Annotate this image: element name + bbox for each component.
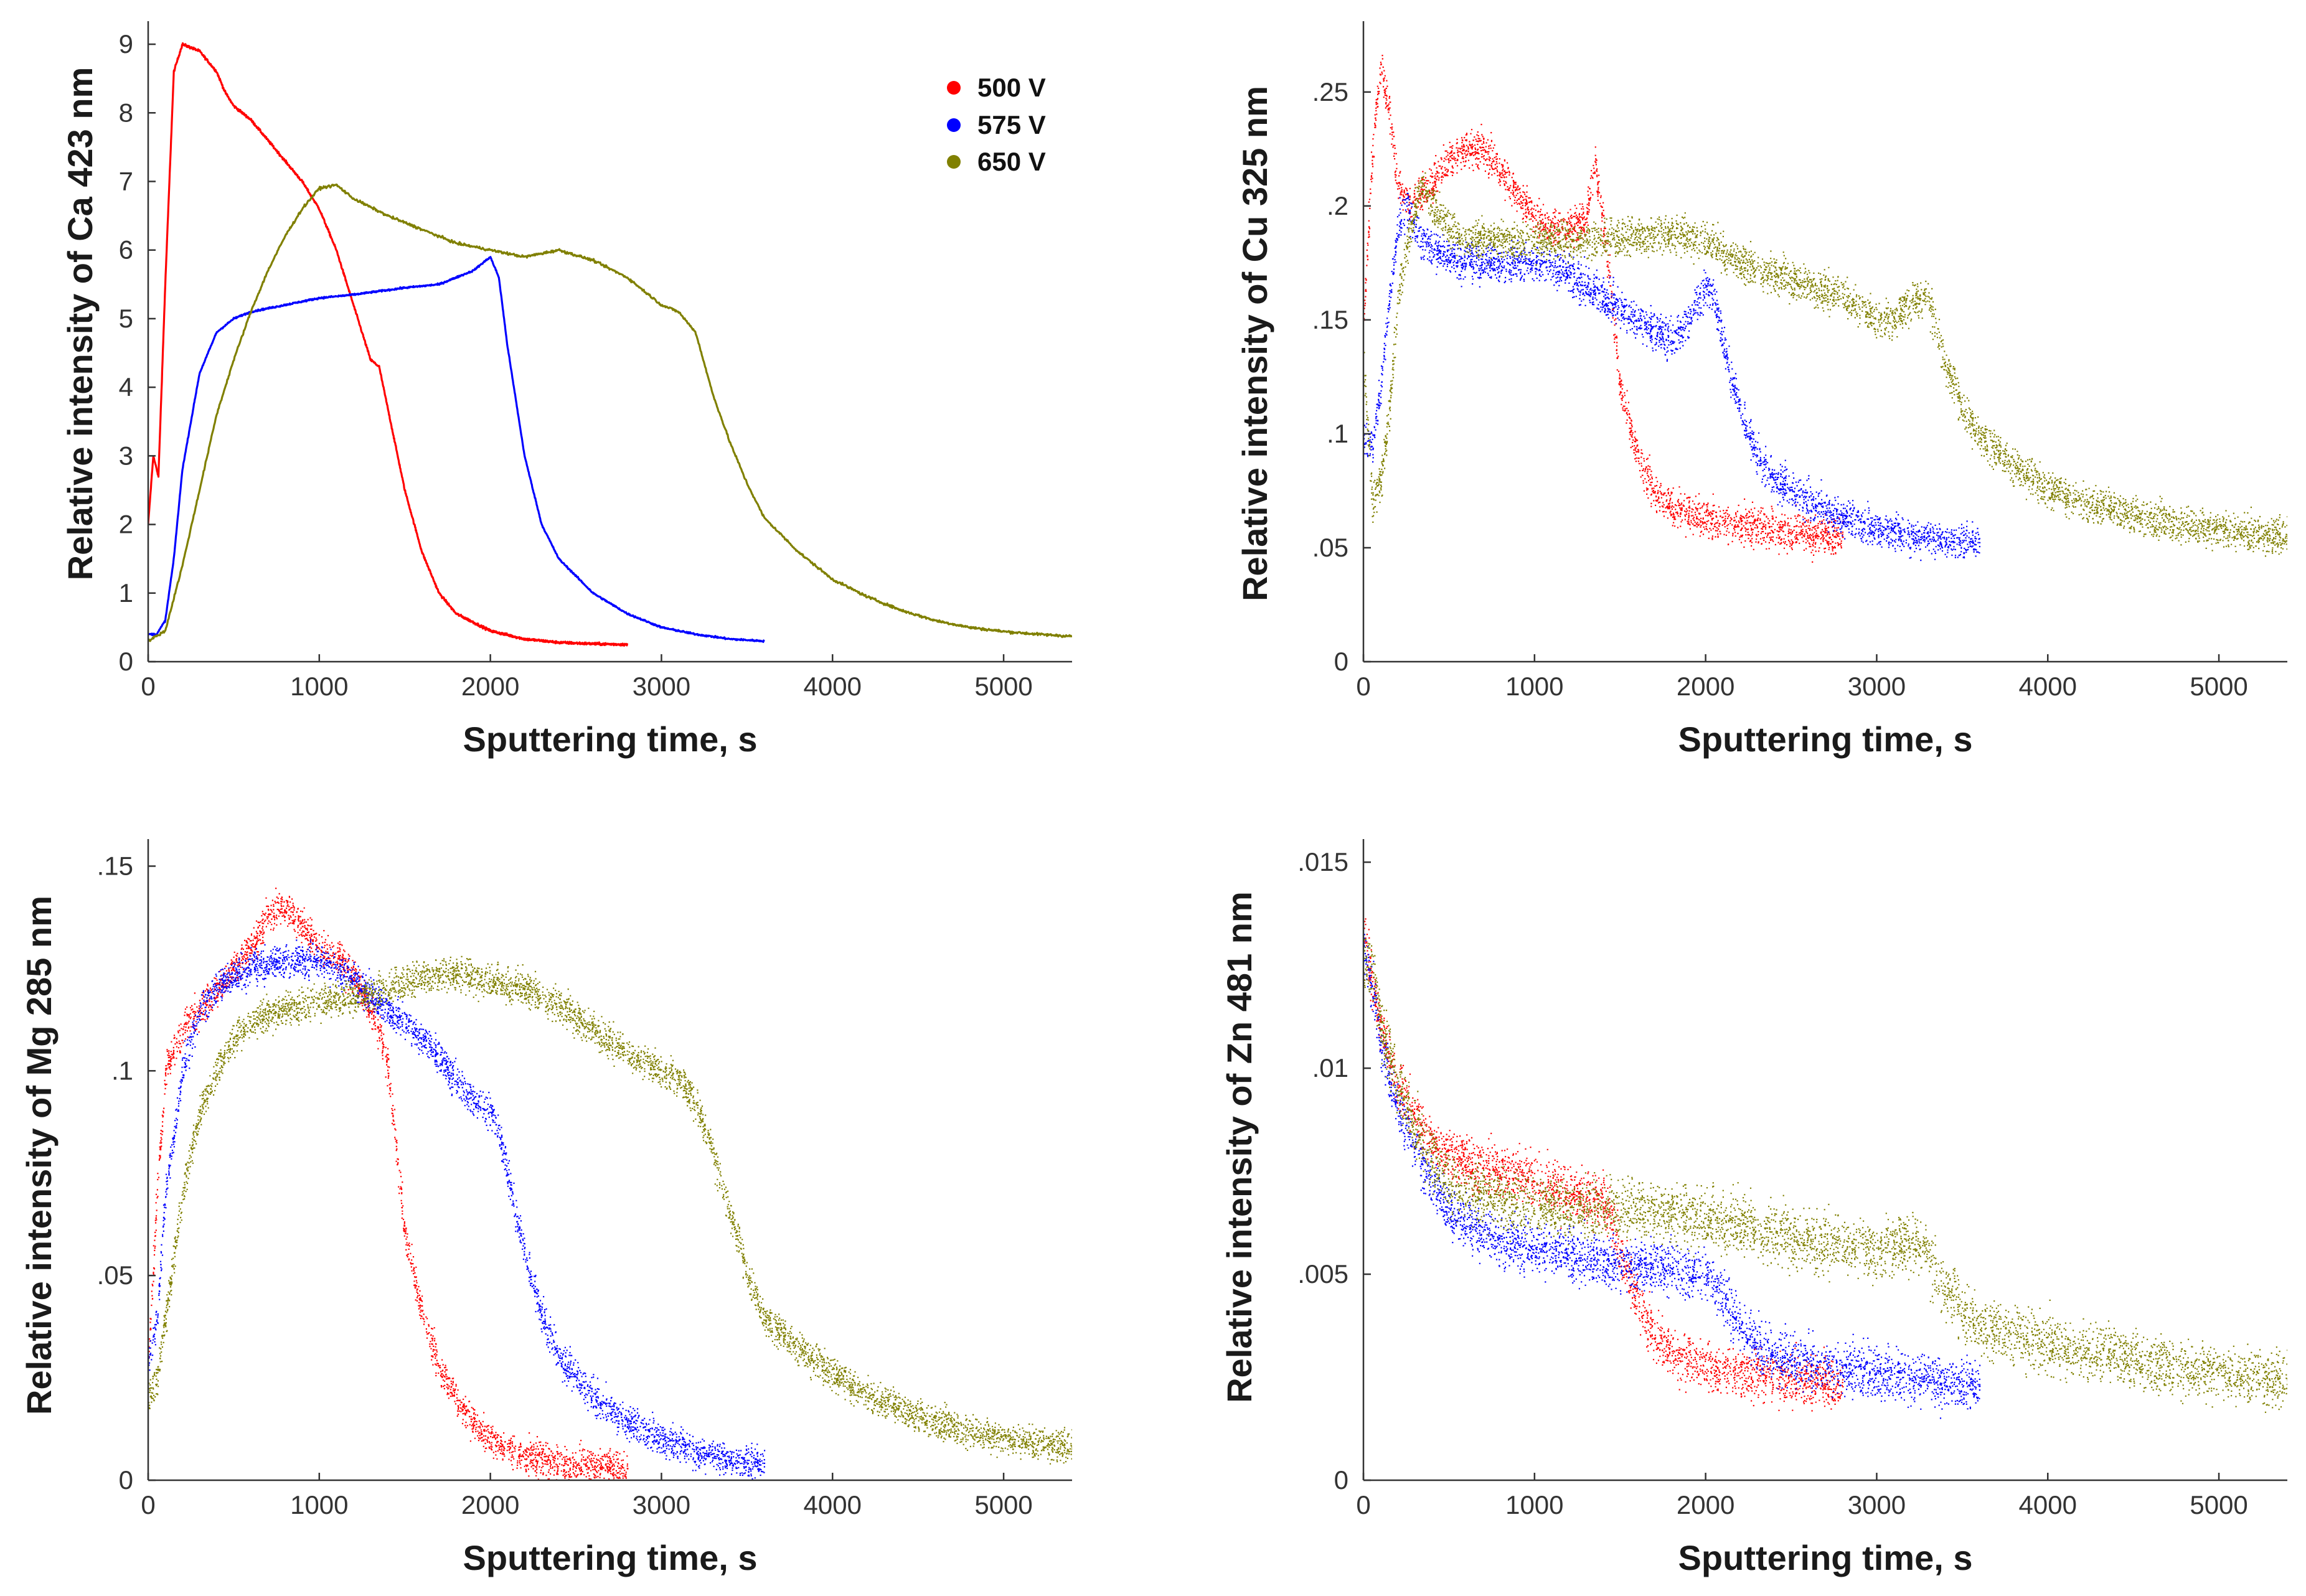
y-tick-label: 0 [119,647,133,676]
x-tick-label: 3000 [633,672,690,701]
scatter-mg-650v [148,957,1073,1464]
series-zn-650v [1363,939,2289,1412]
series-ca-575v [148,257,765,642]
series-cu-650v [1363,173,2289,556]
scatter-cu-650v [1363,173,2289,556]
x-tick-label: 4000 [2019,1490,2077,1519]
y-axis-title-zn: Relative intensity of Zn 481 nm [1220,891,1259,1403]
y-tick-label: 0 [119,1465,133,1495]
y-tick-label: 4 [119,372,133,401]
y-tick-label: .2 [1327,191,1348,220]
line-ca-500v [148,44,628,646]
x-tick-label: 2000 [1677,1490,1734,1519]
y-axis-title-cu: Relative intensity of Cu 325 nm [1235,86,1274,601]
x-tick-label: 0 [141,1490,155,1519]
x-axis-title-mg: Sputtering time, s [463,1538,758,1577]
line-ca-575v [148,257,764,642]
legend-marker-500v [947,81,961,95]
x-tick-label: 2000 [461,672,519,701]
y-tick-label: 3 [119,441,133,470]
ticks-ca: 0 1000 2000 3000 4000 5000 0 1 2 3 4 5 6 7 8 9 [119,29,1033,701]
y-tick-label: .01 [1312,1053,1348,1082]
x-tick-label: 2000 [461,1490,519,1519]
legend-label-575v: 575 V [977,110,1046,139]
x-tick-label: 1000 [290,672,348,701]
y-tick-label: 9 [119,29,133,59]
x-tick-label: 1000 [1505,672,1563,701]
ticks-mg: 0 1000 2000 3000 4000 5000 0 .05 .1 .15 [97,851,1033,1519]
x-axis-title-cu: Sputtering time, s [1678,720,1973,759]
plot-area-mg [148,888,1073,1491]
line-ca-650v [148,184,1072,641]
plot-area-ca [148,44,1072,646]
x-tick-label: 4000 [2019,672,2077,701]
x-tick-label: 1000 [290,1490,348,1519]
y-tick-label: .015 [1297,847,1348,876]
axes-cu [1363,21,2287,662]
chart-mg: 0 1000 2000 3000 4000 5000 0 .05 .1 .15 Sputterin… [19,839,1073,1577]
series-ca-650v [148,184,1072,641]
axes-mg [148,839,1072,1480]
y-tick-label: .25 [1312,77,1348,106]
series-mg-650v [148,957,1073,1464]
x-tick-label: 0 [141,672,155,701]
chart-zn: 0 1000 2000 3000 4000 5000 0 .005 .01 .015 Sputte… [1220,839,2289,1577]
y-tick-label: 6 [119,235,133,265]
y-tick-label: 2 [119,510,133,539]
x-axis-title-zn: Sputtering time, s [1678,1538,1973,1577]
y-tick-label: 1 [119,578,133,608]
y-tick-label: 5 [119,304,133,333]
legend-marker-650v [947,155,961,169]
y-tick-label: 0 [1334,1465,1348,1495]
scatter-cu-575v [1363,194,1980,560]
series-cu-575v [1363,194,1980,560]
x-tick-label: 4000 [804,1490,862,1519]
legend: 500 V 575 V 650 V [947,73,1046,176]
axes-ca [148,21,1072,662]
y-tick-label: 0 [1334,647,1348,676]
x-axis-title-ca: Sputtering time, s [463,720,758,759]
y-tick-label: .15 [1312,305,1348,334]
x-tick-label: 5000 [2190,1490,2247,1519]
series-ca-500v [148,44,628,646]
series-cu-500v [1363,55,1844,562]
x-tick-label: 5000 [974,672,1032,701]
y-tick-label: .05 [1312,533,1348,562]
chart-ca: 0 1000 2000 3000 4000 5000 0 1 2 3 4 5 6 7 8 9 Sputteri… [60,21,1072,759]
legend-marker-575v [947,118,961,132]
y-tick-label: 7 [119,166,133,195]
scatter-zn-650v [1363,939,2289,1412]
y-axis-title-ca: Relative intensity of Ca 423 nm [60,67,100,581]
plot-area-cu [1363,55,2289,562]
y-tick-label: .005 [1297,1259,1348,1289]
x-tick-label: 3000 [1848,1490,1906,1519]
series-zn-500v [1363,919,1844,1411]
x-tick-label: 4000 [804,672,862,701]
scatter-cu-500v [1363,55,1844,562]
plot-area-zn [1363,919,2289,1418]
y-tick-label: .15 [97,851,133,880]
x-tick-label: 0 [1356,672,1370,701]
x-tick-label: 3000 [1848,672,1906,701]
y-axis-title-mg: Relative intensity of Mg 285 nm [19,896,59,1415]
x-tick-label: 5000 [2190,672,2247,701]
ticks-cu: 0 1000 2000 3000 4000 5000 0 .05 .1 .15 .2 .25 [1312,77,2248,701]
ticks-zn: 0 1000 2000 3000 4000 5000 0 .005 .01 .015 [1297,847,2248,1519]
y-tick-label: 8 [119,98,133,127]
x-tick-label: 0 [1356,1490,1370,1519]
chart-cu: 0 1000 2000 3000 4000 5000 0 .05 .1 .15 .2 .25 Sput… [1235,21,2289,759]
x-tick-label: 1000 [1505,1490,1563,1519]
x-tick-label: 2000 [1677,672,1734,701]
y-tick-label: .1 [111,1056,133,1085]
legend-label-500v: 500 V [977,73,1046,102]
x-tick-label: 5000 [974,1490,1032,1519]
legend-label-650v: 650 V [977,147,1046,176]
y-tick-label: .1 [1327,419,1348,448]
x-tick-label: 3000 [633,1490,690,1519]
y-tick-label: .05 [97,1260,133,1290]
